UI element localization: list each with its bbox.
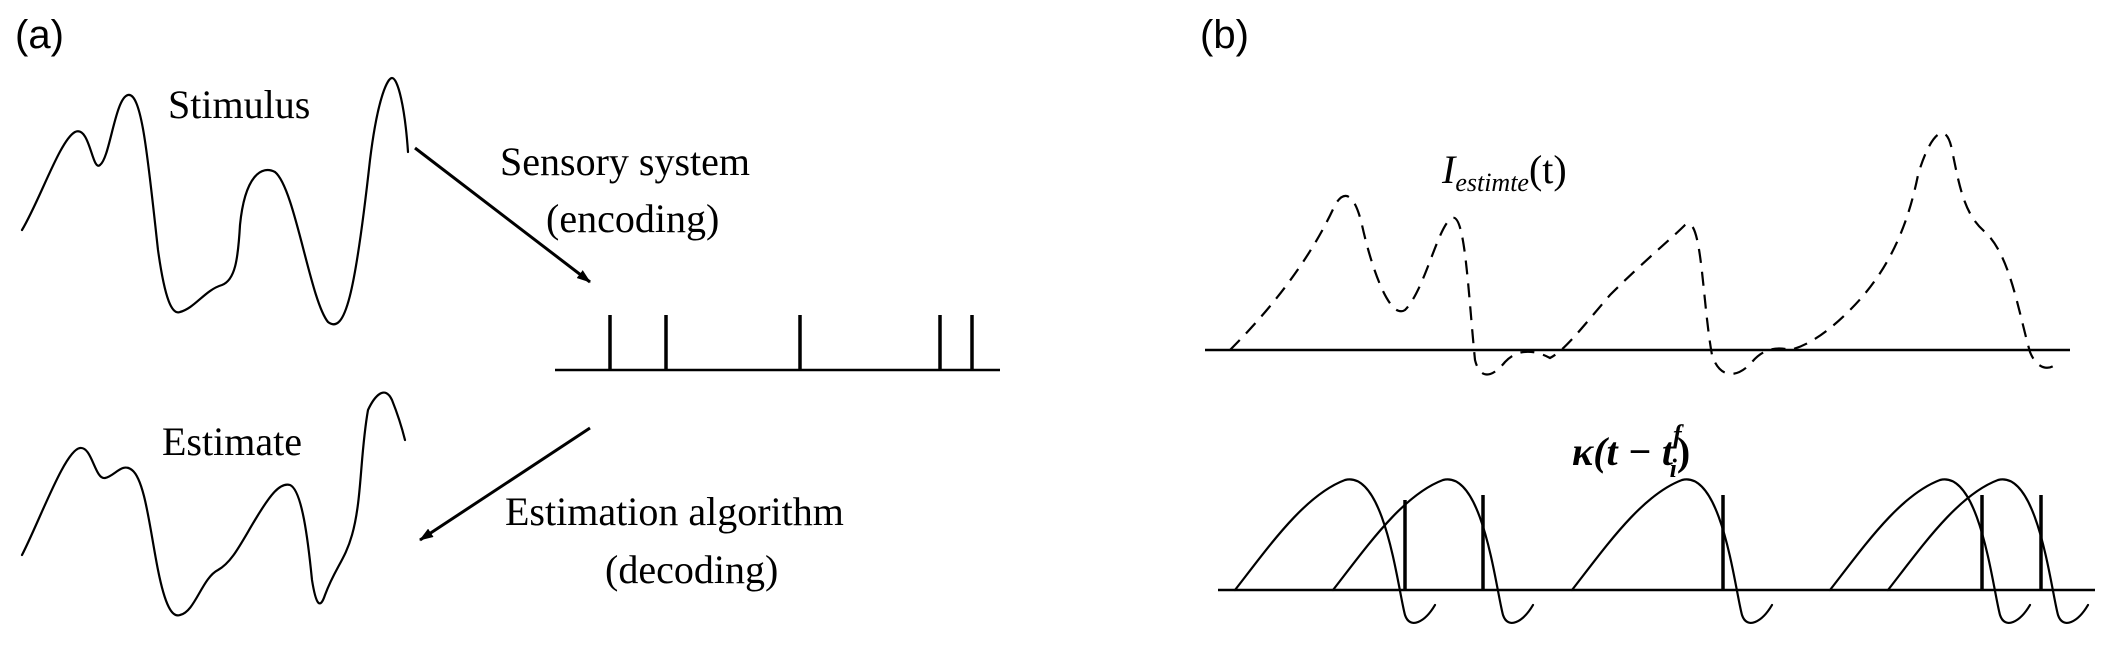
kernel-expr-open: (t − t	[1593, 429, 1675, 474]
estimate-symbol: I	[1441, 147, 1457, 192]
estimate-dashed-curve	[1229, 132, 2059, 376]
panel-a: (a) Stimulus Estimate Sensory system (en…	[15, 13, 1000, 617]
encoding-label-line1: Sensory system	[500, 139, 750, 184]
decoding-label-line2: (decoding)	[605, 547, 778, 592]
decoding-label-line1: Estimation algorithm	[505, 489, 844, 534]
kernel-response-curve	[1570, 478, 1774, 624]
encoding-label-line2: (encoding)	[546, 196, 719, 241]
panel-a-label: (a)	[15, 13, 64, 57]
estimate-argument: (t)	[1529, 147, 1567, 192]
stimulus-waveform	[20, 76, 410, 326]
kernel-response-curve	[1233, 478, 1437, 624]
estimate-subscript: estimte	[1455, 168, 1529, 197]
panel-b: (b) Iestimte(t) κ(t − tf i)	[1200, 13, 2095, 624]
kernel-symbol: κ	[1572, 429, 1594, 474]
kernel-superscript: f	[1673, 420, 1684, 449]
kernel-response-curve	[1331, 478, 1535, 624]
kernel-spikes	[1403, 495, 2043, 590]
stimulus-label: Stimulus	[168, 82, 310, 127]
encoding-arrow	[414, 146, 591, 284]
spike-train	[555, 315, 1000, 372]
kernel-expr-close: )	[1677, 429, 1690, 474]
kernel-label: κ(t − tf i)	[1572, 420, 1690, 483]
estimate-waveform	[20, 391, 407, 617]
kernel-responses	[1233, 478, 2090, 624]
panel-b-label: (b)	[1200, 13, 1249, 57]
decoding-arrow	[419, 426, 591, 542]
kernel-subscript: i	[1670, 454, 1678, 483]
estimate-label: Estimate	[162, 419, 302, 464]
estimate-curve-label: Iestimte(t)	[1441, 147, 1567, 197]
kernel-response-curve	[1828, 478, 2032, 624]
kernel-response-curve	[1886, 478, 2090, 624]
